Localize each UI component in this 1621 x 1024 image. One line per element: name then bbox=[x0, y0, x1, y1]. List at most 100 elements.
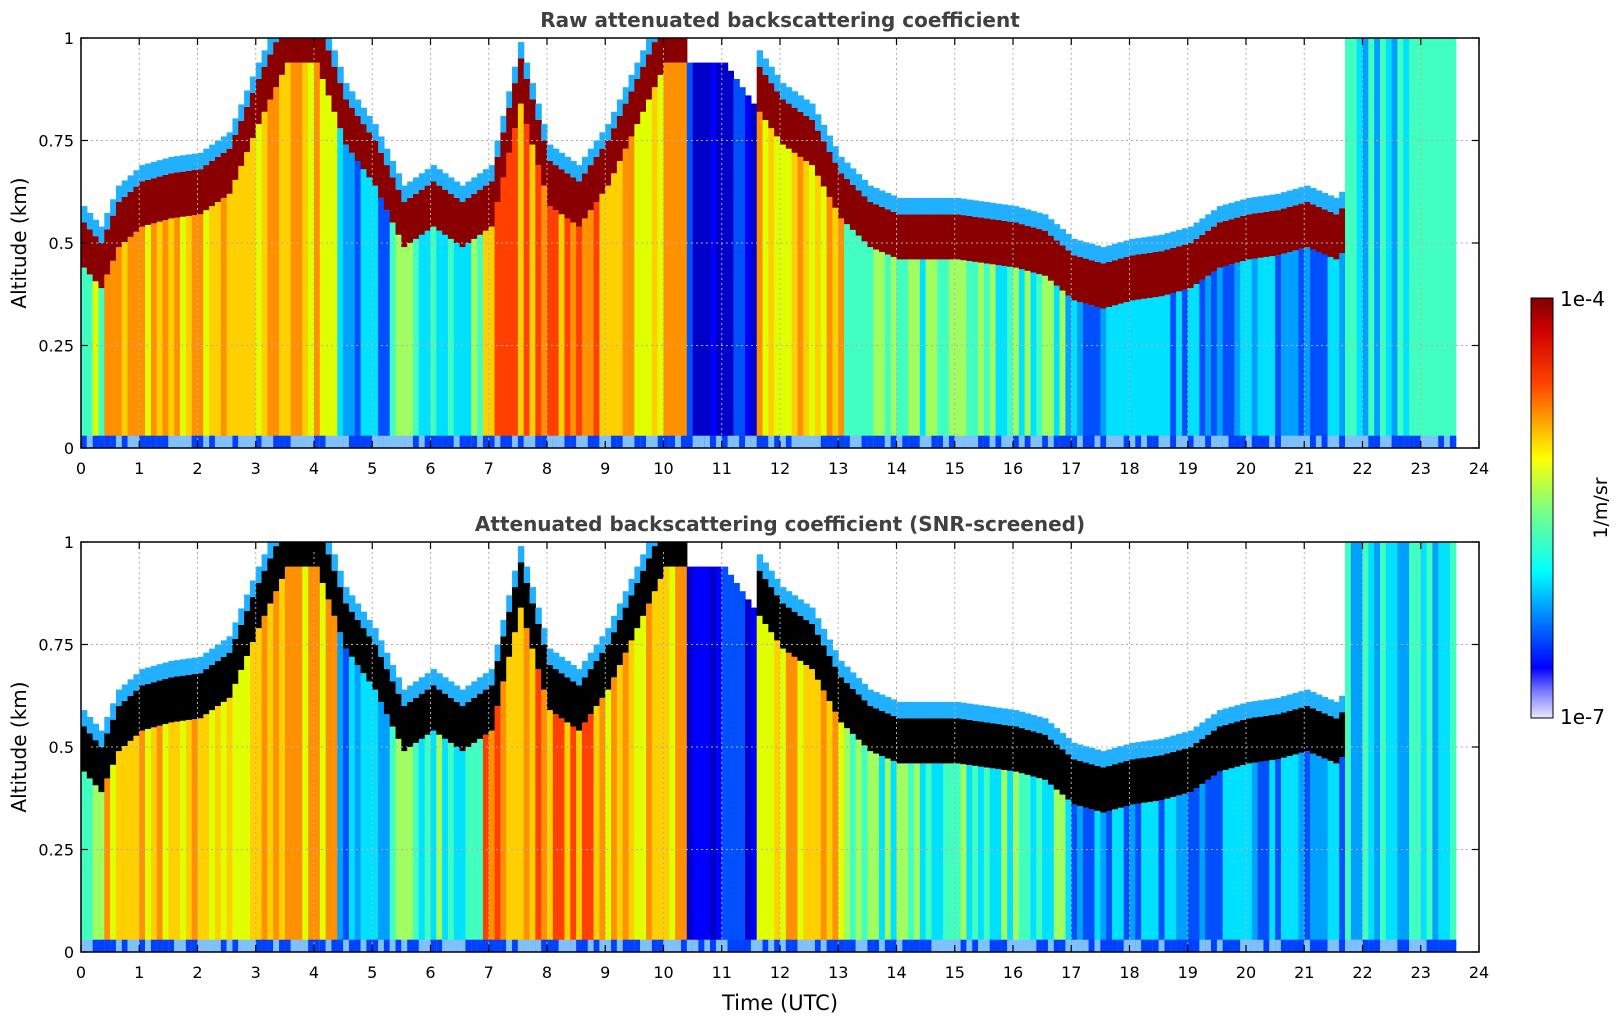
heatmap-surface-cell bbox=[156, 435, 164, 448]
heatmap-surface-cell bbox=[1018, 939, 1026, 952]
heatmap-surface-cell bbox=[826, 939, 834, 952]
heatmap-layer-cell bbox=[756, 570, 764, 616]
heatmap-surface-cell bbox=[1129, 435, 1136, 448]
heatmap-layer-cell bbox=[1170, 247, 1177, 294]
heatmap-column-upper bbox=[1438, 38, 1445, 248]
heatmap-layer-cell bbox=[535, 120, 542, 166]
heatmap-column bbox=[436, 734, 443, 952]
heatmap-layer-edge bbox=[424, 169, 432, 186]
heatmap-layer-edge bbox=[820, 124, 828, 142]
heatmap-layer-cell bbox=[471, 697, 478, 743]
heatmap-layer-cell bbox=[768, 587, 775, 633]
heatmap-layer-cell bbox=[1018, 728, 1026, 774]
heatmap-layer-edge bbox=[523, 566, 531, 583]
heatmap-column bbox=[954, 259, 962, 448]
heatmap-column bbox=[81, 771, 88, 952]
heatmap-column bbox=[616, 665, 624, 952]
heatmap-layer-cell bbox=[605, 140, 612, 186]
heatmap-column bbox=[203, 714, 210, 952]
heatmap-surface-cell bbox=[640, 939, 647, 952]
heatmap-layer-edge bbox=[162, 662, 169, 679]
heatmap-surface-cell bbox=[704, 939, 711, 952]
x-tick-label: 21 bbox=[1294, 459, 1314, 478]
heatmap-column bbox=[459, 751, 467, 952]
heatmap-surface-cell bbox=[1129, 939, 1136, 952]
heatmap-surface-cell bbox=[331, 435, 338, 448]
heatmap-layer-cell bbox=[809, 120, 816, 166]
heatmap-column bbox=[191, 719, 199, 952]
heatmap-column bbox=[884, 758, 892, 952]
heatmap-layer-cell bbox=[1298, 203, 1305, 249]
heatmap-layer-cell bbox=[529, 603, 536, 649]
heatmap-layer-cell bbox=[191, 674, 199, 720]
heatmap-layer-edge bbox=[471, 177, 478, 194]
heatmap-layer-cell bbox=[1071, 759, 1078, 805]
heatmap-surface-cell bbox=[1310, 435, 1317, 448]
heatmap-surface-cell bbox=[238, 435, 245, 448]
heatmap-column bbox=[1228, 264, 1235, 448]
heatmap-layer-cell bbox=[104, 229, 111, 275]
heatmap-surface-cell bbox=[214, 435, 222, 448]
heatmap-surface-cell bbox=[92, 435, 100, 448]
heatmap-column-upper bbox=[1362, 38, 1369, 248]
heatmap-layer-cell bbox=[104, 733, 111, 779]
heatmap-layer-edge bbox=[989, 706, 997, 724]
x-tick-label: 10 bbox=[653, 963, 673, 982]
heatmap-layer-edge bbox=[948, 701, 956, 719]
heatmap-layer-cell bbox=[1135, 758, 1142, 804]
heatmap-layer-edge bbox=[1135, 742, 1142, 759]
heatmap-column bbox=[1438, 751, 1445, 952]
heatmap-layer-cell bbox=[494, 660, 501, 706]
heatmap-column bbox=[471, 742, 478, 952]
heatmap-column bbox=[517, 103, 525, 448]
heatmap-surface-cell bbox=[1013, 939, 1020, 952]
heatmap-layer-edge bbox=[209, 648, 216, 665]
heatmap-column bbox=[1047, 280, 1055, 448]
heatmap-column bbox=[1013, 267, 1020, 448]
heatmap-surface-cell bbox=[302, 939, 309, 952]
heatmap-layer-cell bbox=[1176, 750, 1183, 796]
heatmap-layer-edge bbox=[1176, 229, 1183, 247]
heatmap-column bbox=[913, 259, 921, 448]
heatmap-column-upper bbox=[1362, 542, 1369, 752]
heatmap-layer-cell bbox=[1234, 721, 1241, 767]
heatmap-surface-cell bbox=[902, 435, 909, 448]
heatmap-surface-cell bbox=[308, 435, 315, 448]
heatmap-column bbox=[249, 642, 257, 952]
heatmap-surface-cell bbox=[1135, 435, 1142, 448]
heatmap-surface-cell bbox=[552, 435, 560, 448]
heatmap-layer-cell bbox=[581, 677, 589, 723]
heatmap-surface-cell bbox=[960, 435, 967, 448]
heatmap-surface-cell bbox=[302, 435, 309, 448]
heatmap-layer-cell bbox=[541, 644, 548, 690]
heatmap-column bbox=[611, 173, 618, 449]
heatmap-surface-cell bbox=[343, 939, 350, 952]
heatmap-layer-cell bbox=[1077, 256, 1084, 303]
heatmap-layer-edge bbox=[576, 669, 583, 686]
heatmap-layer-edge bbox=[873, 692, 880, 709]
heatmap-layer-cell bbox=[232, 134, 239, 180]
heatmap-layer-cell bbox=[1082, 258, 1090, 304]
heatmap-layer-edge bbox=[447, 681, 455, 698]
heatmap-layer-cell bbox=[255, 583, 263, 629]
heatmap-layer-cell bbox=[1065, 250, 1072, 296]
heatmap-layer-cell bbox=[407, 701, 414, 747]
heatmap-surface-cell bbox=[547, 939, 554, 952]
heatmap-layer-cell bbox=[896, 718, 903, 764]
heatmap-column bbox=[185, 215, 193, 448]
heatmap-layer-edge bbox=[587, 148, 595, 166]
heatmap-column bbox=[576, 730, 583, 952]
heatmap-surface-cell bbox=[535, 435, 542, 448]
heatmap-column bbox=[646, 603, 653, 952]
heatmap-surface-cell bbox=[1345, 435, 1352, 448]
heatmap-column bbox=[209, 206, 216, 448]
heatmap-layer-edge bbox=[587, 652, 595, 670]
heatmap-surface-cell bbox=[978, 939, 985, 952]
heatmap-layer-edge bbox=[407, 685, 414, 702]
heatmap-column bbox=[220, 701, 228, 952]
heatmap-surface-cell bbox=[663, 939, 670, 952]
heatmap-layer-edge bbox=[1292, 188, 1300, 206]
heatmap-layer-cell bbox=[1339, 712, 1346, 758]
heatmap-layer-edge bbox=[1240, 199, 1247, 216]
heatmap-surface-cell bbox=[931, 939, 938, 952]
